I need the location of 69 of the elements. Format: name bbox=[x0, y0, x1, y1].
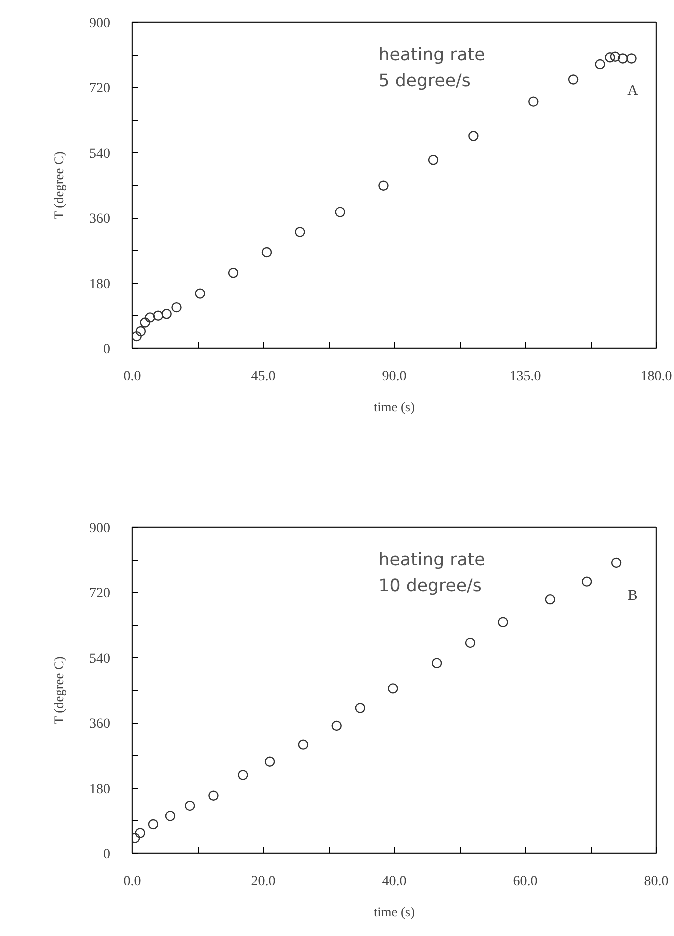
point bbox=[228, 268, 239, 278]
point bbox=[332, 720, 342, 732]
point bbox=[378, 180, 389, 191]
point bbox=[388, 684, 398, 694]
point bbox=[335, 207, 346, 218]
x-tick-label: 0.0 bbox=[124, 370, 142, 384]
point bbox=[528, 96, 539, 107]
point bbox=[148, 819, 159, 830]
x-tick-label: 135.0 bbox=[510, 370, 542, 384]
point bbox=[568, 74, 579, 85]
y-tick-label: 720 bbox=[90, 586, 110, 602]
y-axis-title: T (degree C) bbox=[52, 656, 66, 725]
x-tick-label: 20.0 bbox=[251, 874, 276, 890]
y-tick-label: 540 bbox=[90, 652, 110, 667]
point bbox=[165, 811, 176, 822]
point bbox=[172, 302, 182, 313]
point bbox=[135, 828, 146, 838]
point bbox=[140, 318, 150, 328]
point bbox=[298, 740, 309, 750]
annotation: B bbox=[628, 588, 638, 604]
y-tick-label: 900 bbox=[90, 16, 110, 32]
x-tick-label: 0.0 bbox=[124, 874, 142, 890]
x-tick-label: 45.0 bbox=[251, 370, 276, 384]
point bbox=[208, 790, 219, 801]
y-tick-label: 180 bbox=[90, 782, 110, 798]
point bbox=[185, 800, 196, 812]
point bbox=[465, 638, 476, 648]
point bbox=[611, 558, 622, 568]
annotation: A bbox=[628, 82, 639, 99]
x-tick-label: 60.0 bbox=[513, 874, 538, 890]
x-tick-label: 40.0 bbox=[382, 874, 407, 890]
y-axis-title: T (degree C) bbox=[52, 152, 66, 220]
point bbox=[545, 594, 556, 605]
point bbox=[610, 52, 621, 62]
y-tick-label: 540 bbox=[90, 146, 110, 162]
point bbox=[595, 59, 606, 70]
point bbox=[626, 54, 637, 64]
point bbox=[153, 310, 164, 321]
point bbox=[162, 309, 172, 320]
point bbox=[262, 247, 272, 258]
point bbox=[468, 131, 479, 142]
point bbox=[432, 658, 442, 668]
annotation: heating rate 5 degree/s bbox=[378, 45, 486, 92]
x-tick-label: 80.0 bbox=[644, 874, 669, 890]
point bbox=[428, 155, 439, 166]
x-tick-label: 180.0 bbox=[640, 370, 672, 384]
y-tick-label: 900 bbox=[90, 522, 110, 536]
point bbox=[145, 312, 156, 323]
y-tick-label: 360 bbox=[90, 212, 110, 228]
y-tick-label: 0 bbox=[104, 342, 110, 358]
y-tick-label: 0 bbox=[104, 848, 110, 862]
x-axis-title: time (s) bbox=[374, 400, 416, 414]
point bbox=[582, 576, 592, 587]
point bbox=[195, 288, 206, 299]
y-tick-label: 720 bbox=[90, 82, 110, 97]
point bbox=[618, 54, 628, 64]
y-tick-label: 360 bbox=[90, 717, 110, 732]
point bbox=[136, 326, 146, 337]
point bbox=[355, 703, 366, 714]
annotation: heating rate 10 degree/s bbox=[378, 550, 486, 596]
point bbox=[605, 52, 616, 63]
point bbox=[264, 756, 276, 767]
y-tick-label: 180 bbox=[90, 277, 110, 292]
point bbox=[295, 227, 306, 238]
point bbox=[132, 331, 142, 342]
x-tick-label: 90.0 bbox=[382, 370, 407, 384]
point bbox=[498, 617, 508, 628]
x-axis-title: time (s) bbox=[374, 904, 416, 920]
point bbox=[238, 770, 248, 780]
